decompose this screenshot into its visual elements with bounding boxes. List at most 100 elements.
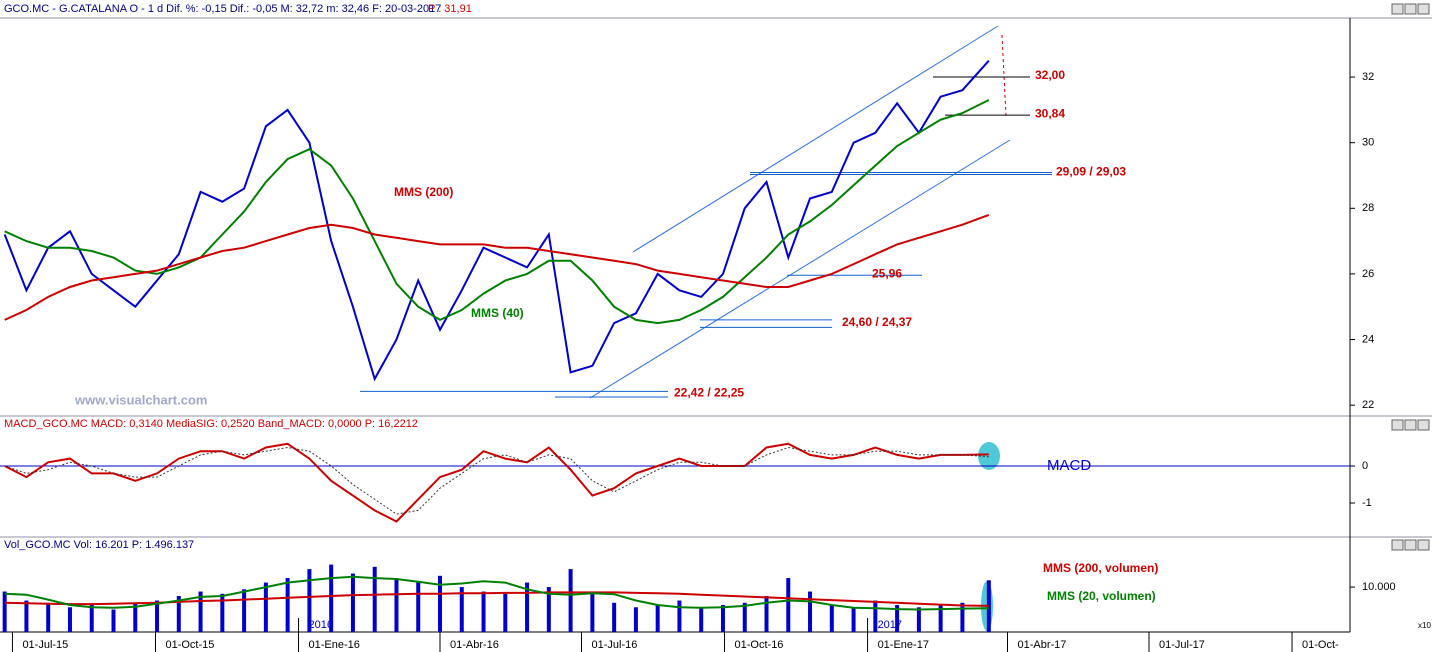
bar — [546, 587, 551, 632]
bar — [481, 591, 486, 632]
level-label: 25,96 — [872, 266, 902, 280]
bar — [699, 607, 704, 632]
bar — [590, 591, 595, 632]
range-line — [1001, 34, 1007, 117]
window-buttons[interactable] — [1391, 3, 1430, 551]
button[interactable] — [1417, 539, 1430, 551]
y-tick-label: 22 — [1362, 399, 1374, 411]
button[interactable] — [1404, 539, 1417, 551]
bar — [416, 582, 421, 632]
x-tick-label: 01-Abr-16 — [450, 639, 499, 651]
series-label: MMS (200) — [394, 185, 453, 199]
x-tick-label: 01-Oct- — [1302, 639, 1339, 651]
bar — [372, 566, 377, 632]
series-line — [4, 575, 989, 611]
series-line — [4, 99, 990, 325]
bar — [525, 582, 530, 632]
x-tick-label: 01-Jul-16 — [591, 639, 637, 651]
panel-title: MACD_GCO.MC MACD: 0,3140 MediaSIG: 0,252… — [4, 418, 418, 430]
bar — [24, 600, 29, 632]
level-label: 29,09 / 29,03 — [1056, 165, 1126, 179]
trend-line — [589, 139, 1011, 399]
bar — [503, 593, 508, 632]
bar — [895, 605, 900, 632]
series-line — [4, 442, 989, 523]
button[interactable] — [1391, 3, 1404, 15]
bar — [612, 602, 617, 632]
level-label: 24,60 / 24,37 — [842, 315, 912, 329]
bar — [176, 596, 181, 632]
bar — [285, 578, 290, 632]
y-tick-label: 32 — [1362, 71, 1374, 83]
button[interactable] — [1404, 3, 1417, 15]
bar — [89, 605, 94, 632]
bar — [67, 607, 72, 632]
bar — [938, 605, 943, 632]
bar — [808, 591, 813, 632]
button[interactable] — [1417, 419, 1430, 431]
watermark: www.visualchart.com — [74, 392, 207, 407]
unit-label: x10 — [1418, 621, 1431, 630]
series-line — [4, 213, 990, 321]
level-label: 22,42 / 22,25 — [674, 385, 744, 399]
y-tick-label: 28 — [1362, 202, 1374, 214]
trend-line — [632, 25, 999, 253]
chart-subtitle: P : 31,91 — [428, 3, 472, 15]
bar — [986, 580, 991, 632]
bar — [111, 609, 116, 632]
x-tick-label: 01-Jul-17 — [1159, 639, 1205, 651]
bar — [350, 573, 355, 632]
button[interactable] — [1404, 419, 1417, 431]
bar — [198, 591, 203, 632]
x-tick-label: 01-Ene-17 — [878, 639, 929, 651]
x-tick-label: 01-Jul-15 — [22, 639, 68, 651]
bar — [960, 602, 965, 632]
bar — [394, 578, 399, 632]
bar — [220, 593, 225, 632]
button[interactable] — [1391, 419, 1404, 431]
bar — [155, 600, 160, 632]
bar — [568, 569, 573, 632]
bar — [459, 587, 464, 632]
bar — [2, 591, 7, 632]
x-tick-label: 01-Ene-16 — [309, 639, 360, 651]
bar — [786, 578, 791, 632]
y-tick-label: 0 — [1362, 460, 1368, 472]
series-label: MMS (20, volumen) — [1047, 589, 1156, 603]
bar — [873, 600, 878, 632]
button[interactable] — [1417, 3, 1430, 15]
level-label: 32,00 — [1035, 68, 1065, 82]
bar — [242, 589, 247, 632]
bar — [677, 600, 682, 632]
bar — [851, 607, 856, 632]
series-line — [4, 446, 989, 515]
button[interactable] — [1391, 539, 1404, 551]
highlight — [978, 442, 1000, 470]
year-label: 2016 — [309, 619, 333, 631]
bar — [655, 605, 660, 632]
y-tick-label: -1 — [1362, 497, 1372, 509]
y-tick-label: 30 — [1362, 137, 1374, 149]
panel-label: MACD — [1047, 457, 1091, 474]
y-tick-label: 24 — [1362, 333, 1374, 345]
series-label: MMS (40) — [471, 306, 524, 320]
bar — [307, 569, 312, 632]
bar — [133, 602, 138, 632]
bar — [916, 607, 921, 632]
x-tick-label: 01-Abr-17 — [1018, 639, 1067, 651]
panel-title: Vol_GCO.MC Vol: 16.201 P: 1.496.137 — [4, 539, 194, 551]
chart-title: GCO.MC - G.CATALANA O - 1 d Dif. %: -0,1… — [4, 3, 441, 15]
bar — [263, 582, 268, 632]
bar — [764, 596, 769, 632]
x-tick-label: 01-Oct-15 — [165, 639, 214, 651]
y-tick-label: 10.000 — [1362, 581, 1396, 593]
bar — [829, 605, 834, 632]
bar — [438, 575, 443, 632]
bar — [720, 605, 725, 632]
level-label: 30,84 — [1035, 106, 1065, 120]
bar — [633, 607, 638, 632]
x-tick-label: 01-Oct-16 — [735, 639, 784, 651]
bar — [329, 564, 334, 632]
